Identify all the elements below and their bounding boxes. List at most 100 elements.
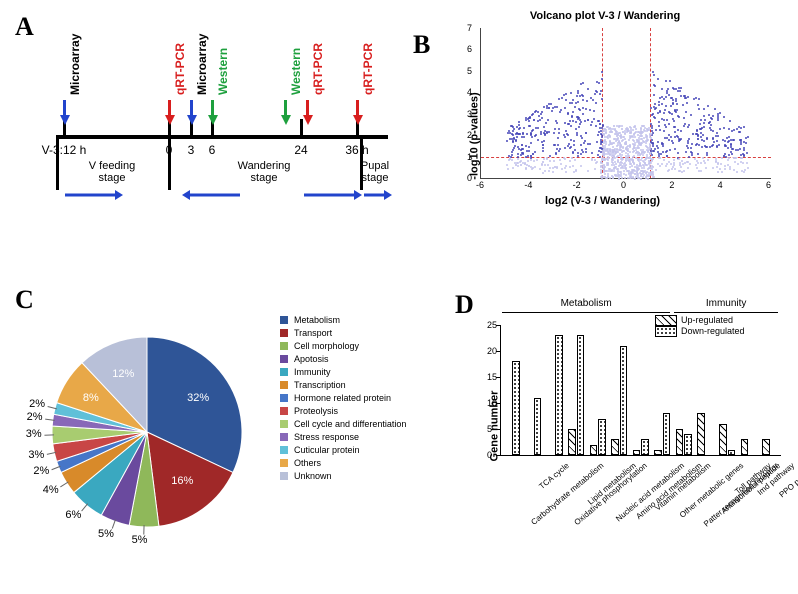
volcano-point (729, 168, 731, 170)
bar-down (663, 413, 671, 455)
volcano-point (516, 136, 518, 138)
volcano-point (653, 94, 655, 96)
volcano-point (658, 121, 660, 123)
volcano-point (640, 178, 642, 180)
bar-ytick (496, 377, 500, 378)
volcano-point (719, 112, 721, 114)
volcano-point (598, 82, 600, 84)
volcano-point (687, 167, 689, 169)
volcano-point (528, 120, 530, 122)
volcano-point (625, 174, 627, 176)
volcano-point (679, 139, 681, 141)
pie-slice-label: 3% (26, 428, 42, 440)
volcano-point (541, 117, 543, 119)
volcano-point (666, 119, 668, 121)
volcano-point (558, 98, 560, 100)
volcano-point (543, 140, 545, 142)
volcano-point (737, 149, 739, 151)
volcano-point (580, 121, 582, 123)
volcano-point (558, 132, 560, 134)
volcano-point (523, 127, 525, 129)
volcano-point (621, 166, 623, 168)
legend-up-swatch (655, 315, 677, 326)
volcano-point (659, 97, 661, 99)
volcano-point (615, 140, 617, 142)
volcano-point (654, 85, 656, 87)
volcano-point (697, 134, 699, 136)
volcano-point (671, 140, 673, 142)
pie-legend-label: Apotosis (294, 354, 329, 364)
volcano-point (527, 160, 529, 162)
pie-legend-item: Proteolysis (280, 406, 406, 416)
volcano-point (687, 147, 689, 149)
volcano-point (706, 137, 708, 139)
bar-up (590, 445, 598, 455)
volcano-point (559, 148, 561, 150)
volcano-point (578, 126, 580, 128)
volcano-point (698, 108, 700, 110)
volcano-point (584, 140, 586, 142)
volcano-point (600, 161, 602, 163)
y-tick-label: 6 (467, 44, 472, 54)
volcano-point (585, 132, 587, 134)
volcano-point (675, 100, 677, 102)
arrow-down-icon (187, 115, 197, 125)
volcano-point (659, 111, 661, 113)
volcano-point (595, 125, 597, 127)
figure-container: A V-3:12 h0362436 h MicroarrayqRT-PCRMic… (10, 10, 788, 584)
volcano-point (601, 178, 603, 180)
volcano-point (564, 122, 566, 124)
volcano-point (560, 163, 562, 165)
volcano-point (589, 109, 591, 111)
volcano-point (577, 155, 579, 157)
volcano-point (590, 124, 592, 126)
volcano-point (605, 177, 607, 179)
pie-slice-label: 4% (43, 484, 59, 496)
volcano-point (580, 83, 582, 85)
pie-legend-item: Cell morphology (280, 341, 406, 351)
timeline-tick-label: 36 h (345, 143, 368, 157)
bar-down (728, 450, 736, 455)
pie-legend-item: Cell cycle and differentiation (280, 419, 406, 429)
volcano-point (629, 166, 631, 168)
volcano-point (534, 151, 536, 153)
volcano-point (740, 127, 742, 129)
volcano-point (707, 159, 709, 161)
pie-slice-label: 8% (83, 392, 99, 404)
stage-arrow-icon (65, 188, 125, 202)
volcano-point (658, 104, 660, 106)
volcano-point (740, 157, 742, 159)
volcano-point (546, 158, 548, 160)
bar-up (633, 450, 641, 455)
volcano-point (565, 171, 567, 173)
bar-ytick (496, 429, 500, 430)
volcano-point (724, 140, 726, 142)
volcano-point (688, 124, 690, 126)
volcano-point (528, 146, 530, 148)
volcano-point (687, 96, 689, 98)
volcano-point (680, 166, 682, 168)
volcano-point (690, 114, 692, 116)
volcano-point (703, 160, 705, 162)
volcano-point (641, 125, 643, 127)
volcano-point (712, 130, 714, 132)
volcano-point (663, 112, 665, 114)
volcano-point (653, 150, 655, 152)
y-tick-label: 4 (467, 87, 472, 97)
volcano-point (654, 108, 656, 110)
volcano-point (558, 150, 560, 152)
volcano-point (580, 165, 582, 167)
volcano-point (683, 117, 685, 119)
stage-divider (168, 135, 171, 190)
volcano-point (686, 102, 688, 104)
volcano-point (547, 119, 549, 121)
volcano-point (608, 134, 610, 136)
volcano-point (695, 164, 697, 166)
volcano-point (571, 102, 573, 104)
volcano-point (691, 143, 693, 145)
volcano-point (675, 88, 677, 90)
volcano-point (727, 147, 729, 149)
volcano-point (603, 165, 605, 167)
arrow-down-icon (165, 115, 175, 125)
stage-label: V feedingstage (77, 160, 147, 184)
